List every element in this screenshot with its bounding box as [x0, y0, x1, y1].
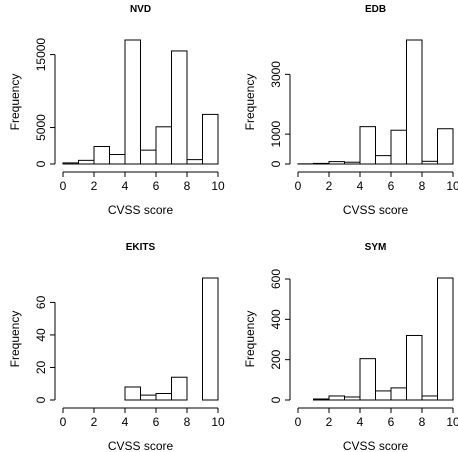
x-axis-label: CVSS score [108, 439, 174, 452]
histogram-bar [124, 386, 141, 401]
x-tick-label: 10 [211, 179, 225, 193]
x-tick-label: 6 [153, 415, 160, 429]
histogram-bar [140, 149, 157, 165]
y-tick-label: 5000 [34, 114, 48, 141]
x-tick-label: 4 [357, 415, 364, 429]
x-tick-label: 0 [60, 179, 67, 193]
histogram-bar [140, 394, 157, 401]
x-tick-label: 0 [295, 179, 302, 193]
histogram-bar [344, 396, 361, 401]
x-tick-label: 4 [122, 179, 129, 193]
x-tick-label: 8 [419, 415, 426, 429]
y-tick-label: 0 [269, 396, 283, 403]
histogram-bar [124, 39, 141, 165]
histogram-bar [202, 113, 219, 165]
x-axis-label: CVSS score [108, 203, 174, 217]
y-tick-label: 0 [34, 160, 48, 167]
y-tick-label: 0 [34, 396, 48, 403]
chart-title-nvd: NVD [130, 4, 151, 15]
histogram-bar [186, 159, 203, 165]
y-axis-label: Frequency [8, 74, 22, 131]
histogram-bar [62, 162, 79, 165]
histogram-bar [437, 128, 454, 165]
histogram-bar [390, 387, 407, 401]
histogram-bar [155, 126, 172, 165]
y-tick-label: 200 [269, 349, 283, 369]
x-tick-label: 10 [446, 179, 458, 193]
histogram-bar [437, 277, 454, 401]
y-tick-label: 60 [34, 295, 48, 309]
histogram-bar [155, 392, 172, 401]
histogram-bar [421, 395, 438, 401]
histogram-bar [109, 154, 126, 165]
x-tick-label: 6 [153, 179, 160, 193]
histogram-bar [93, 145, 110, 165]
panel-edb: EDB 0 2 4 6 8 10 0 1000 3000 CVSS score Frequency [243, 4, 458, 217]
y-axis-label: Frequency [243, 74, 257, 131]
histogram-bar [171, 376, 188, 401]
panel-sym: SYM 0 2 4 6 8 10 0 200 400 600 CVSS score Frequency [243, 242, 458, 452]
y-tick-label: 400 [269, 309, 283, 329]
x-tick-label: 8 [184, 415, 191, 429]
x-tick-label: 2 [91, 415, 98, 429]
y-axis-label: Frequency [243, 311, 257, 368]
x-tick-label: 10 [446, 415, 458, 429]
histogram-bar [421, 160, 438, 165]
y-axis-label: Frequency [8, 311, 22, 368]
x-tick-label: 8 [419, 179, 426, 193]
x-tick-label: 4 [357, 179, 364, 193]
y-tick-label: 15000 [34, 38, 48, 72]
panel-ekits: EKITS 0 2 4 6 8 10 0 20 40 60 CVSS score Frequency [8, 242, 225, 452]
x-tick-label: 6 [388, 415, 395, 429]
x-axis-label: CVSS score [343, 203, 409, 217]
x-tick-label: 0 [60, 415, 67, 429]
histogram-bar [202, 277, 219, 401]
histogram-bar [375, 155, 392, 165]
chart-title-sym: SYM [365, 242, 387, 253]
histogram-bar [344, 161, 361, 165]
histogram-bar [171, 50, 188, 165]
x-tick-label: 2 [326, 415, 333, 429]
x-tick-label: 6 [388, 179, 395, 193]
x-tick-label: 2 [91, 179, 98, 193]
histogram-bar [406, 39, 423, 165]
histogram-bar [359, 126, 376, 165]
histogram-bar [313, 162, 330, 165]
chart-title-ekits: EKITS [126, 242, 156, 253]
y-tick-label: 20 [34, 360, 48, 374]
histogram-bar [375, 390, 392, 401]
y-tick-label: 1000 [269, 120, 283, 147]
histogram-bar [313, 398, 330, 401]
x-tick-label: 2 [326, 179, 333, 193]
histogram-bar [328, 395, 345, 401]
x-axis-label: CVSS score [343, 439, 409, 452]
panel-nvd: NVD 0 2 4 6 8 10 0 5000 15000 CVSS score Frequency [8, 4, 225, 217]
x-tick-label: 0 [295, 415, 302, 429]
x-tick-label: 10 [211, 415, 225, 429]
y-tick-label: 0 [269, 160, 283, 167]
histogram-bar [359, 358, 376, 401]
x-tick-label: 4 [122, 415, 129, 429]
y-tick-label: 3000 [269, 61, 283, 88]
histogram-bar [390, 129, 407, 165]
y-tick-label: 600 [269, 269, 283, 289]
histogram-bar [328, 161, 345, 165]
histogram-bar [406, 334, 423, 401]
chart-title-edb: EDB [365, 4, 386, 15]
x-tick-label: 8 [184, 179, 191, 193]
histogram-bar [78, 159, 95, 165]
y-tick-label: 40 [34, 328, 48, 342]
